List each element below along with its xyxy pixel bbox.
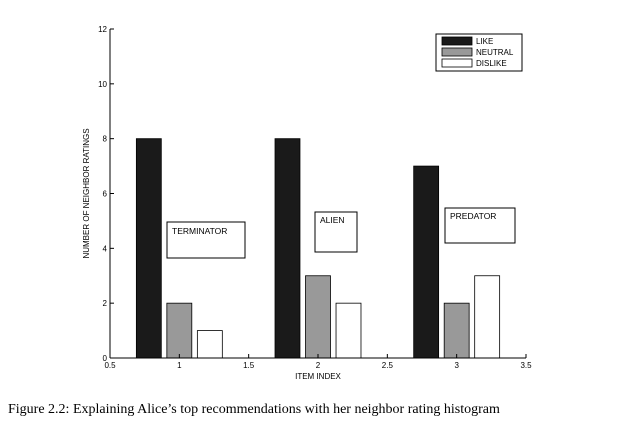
x-tick-label: 1 <box>177 361 182 370</box>
bar-neutral-item-1 <box>166 302 193 359</box>
annotation-label: ALIEN <box>320 215 345 225</box>
x-ticks-group: 0.5 1 1.5 2 2.5 3 3.5 <box>104 354 532 370</box>
y-axis-title: NUMBER OF NEIGHBOR RATINGS <box>82 128 91 258</box>
y-ticks-group: 0 2 4 6 8 10 12 <box>98 25 114 363</box>
bar-like-item-2 <box>274 138 301 359</box>
legend-item-dislike: DISLIKE <box>441 58 507 68</box>
y-tick-label: 6 <box>103 190 108 199</box>
annotation-box <box>166 221 246 259</box>
y-tick-label: 10 <box>98 80 107 89</box>
legend-item-like: LIKE <box>441 36 493 46</box>
x-axis-title: ITEM INDEX <box>295 372 341 381</box>
legend-item-neutral: NEUTRAL <box>441 47 514 57</box>
bar-dislike-item-1 <box>196 330 223 359</box>
bar-neutral-item-2 <box>305 275 331 359</box>
annotation-terminator: TERMINATOR <box>166 221 246 259</box>
figure-caption: Figure 2.2: Explaining Alice’s top recom… <box>8 402 500 417</box>
annotation-box <box>314 211 358 253</box>
legend-label-dislike: DISLIKE <box>476 59 507 68</box>
x-tick-label: 2.5 <box>382 361 394 370</box>
annotation-label: PREDATOR <box>450 211 496 221</box>
annotations-group: TERMINATOR ALIEN PREDATOR <box>166 207 516 259</box>
annotation-label: TERMINATOR <box>172 226 227 236</box>
legend-swatch-like <box>441 36 473 46</box>
legend-swatch-dislike <box>441 58 473 68</box>
legend: LIKE NEUTRAL DISLIKE <box>435 33 523 72</box>
bar-like-item-1 <box>135 138 162 359</box>
bar-neutral-item-3 <box>443 302 470 359</box>
x-tick-label: 3.5 <box>520 361 532 370</box>
annotation-predator: PREDATOR <box>444 207 516 244</box>
x-tick-label: 3 <box>454 361 459 370</box>
x-tick-label: 1.5 <box>243 361 255 370</box>
bar-dislike-item-2 <box>335 302 362 359</box>
legend-swatch-neutral <box>441 47 473 57</box>
annotation-alien: ALIEN <box>314 211 358 253</box>
bars-group <box>135 138 501 359</box>
y-tick-label: 2 <box>103 299 108 308</box>
annotation-box <box>444 207 516 244</box>
x-tick-label: 0.5 <box>104 361 116 370</box>
legend-label-neutral: NEUTRAL <box>476 48 514 57</box>
bar-like-item-3 <box>413 165 440 359</box>
x-tick-label: 2 <box>316 361 321 370</box>
y-tick-label: 0 <box>103 354 108 363</box>
y-tick-label: 12 <box>98 25 107 34</box>
y-tick-label: 4 <box>103 244 108 253</box>
bar-dislike-item-3 <box>474 275 501 359</box>
rating-histogram-chart: 0.5 1 1.5 2 2.5 3 3.5 0 2 4 6 8 10 12 ITEM INDEX NUM… <box>82 25 532 381</box>
y-tick-label: 8 <box>103 135 108 144</box>
legend-label-like: LIKE <box>476 37 493 46</box>
